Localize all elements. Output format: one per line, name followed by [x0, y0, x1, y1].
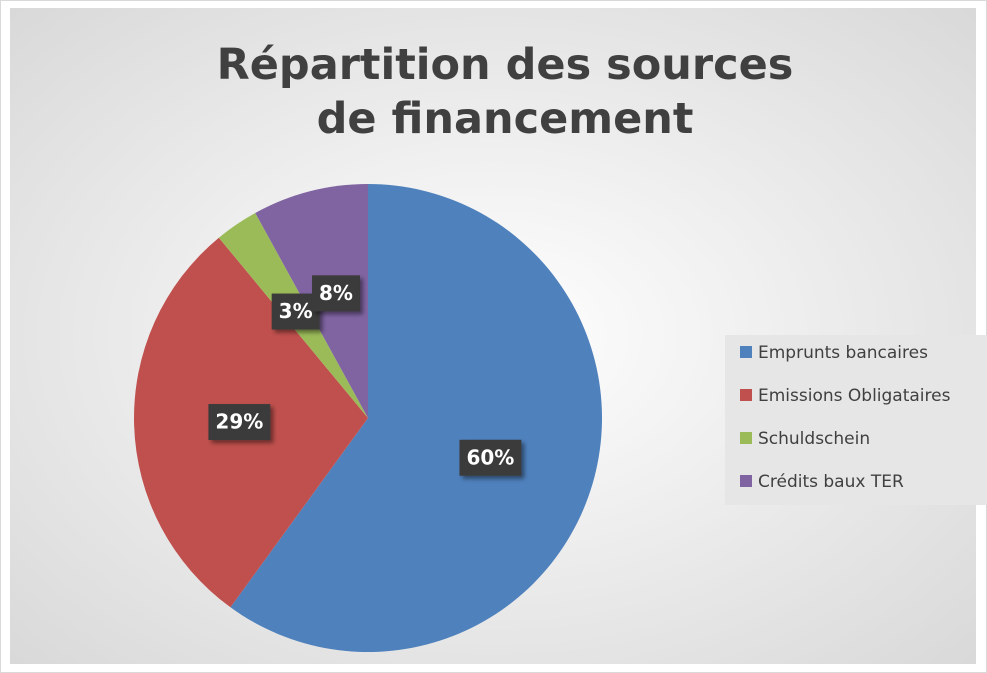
chart-title: Répartition des sources de financement — [216, 40, 794, 144]
data-label-group: 60% — [459, 439, 522, 476]
legend-box — [725, 335, 987, 505]
legend-label: Schuldschein — [758, 429, 870, 449]
data-label: 3% — [279, 299, 313, 323]
legend-swatch — [740, 475, 752, 487]
legend-label: Emprunts bancaires — [758, 343, 928, 363]
data-label-group: 8% — [312, 275, 360, 312]
data-label-box — [312, 275, 360, 312]
data-label-group: 29% — [208, 404, 271, 441]
legend-swatch — [740, 389, 752, 401]
legend-swatch — [740, 346, 752, 358]
data-label-group: 3% — [271, 293, 320, 330]
data-label-box — [208, 404, 271, 441]
data-label: 29% — [215, 410, 263, 434]
data-label: 60% — [466, 445, 514, 469]
data-label-box — [271, 293, 320, 330]
pie-slice — [230, 184, 602, 653]
legend-swatch — [740, 432, 752, 444]
data-label: 8% — [319, 281, 353, 305]
data-label-box — [459, 439, 522, 476]
legend-label: Crédits baux TER — [758, 472, 904, 492]
legend-label: Emissions Obligataires — [758, 386, 951, 406]
